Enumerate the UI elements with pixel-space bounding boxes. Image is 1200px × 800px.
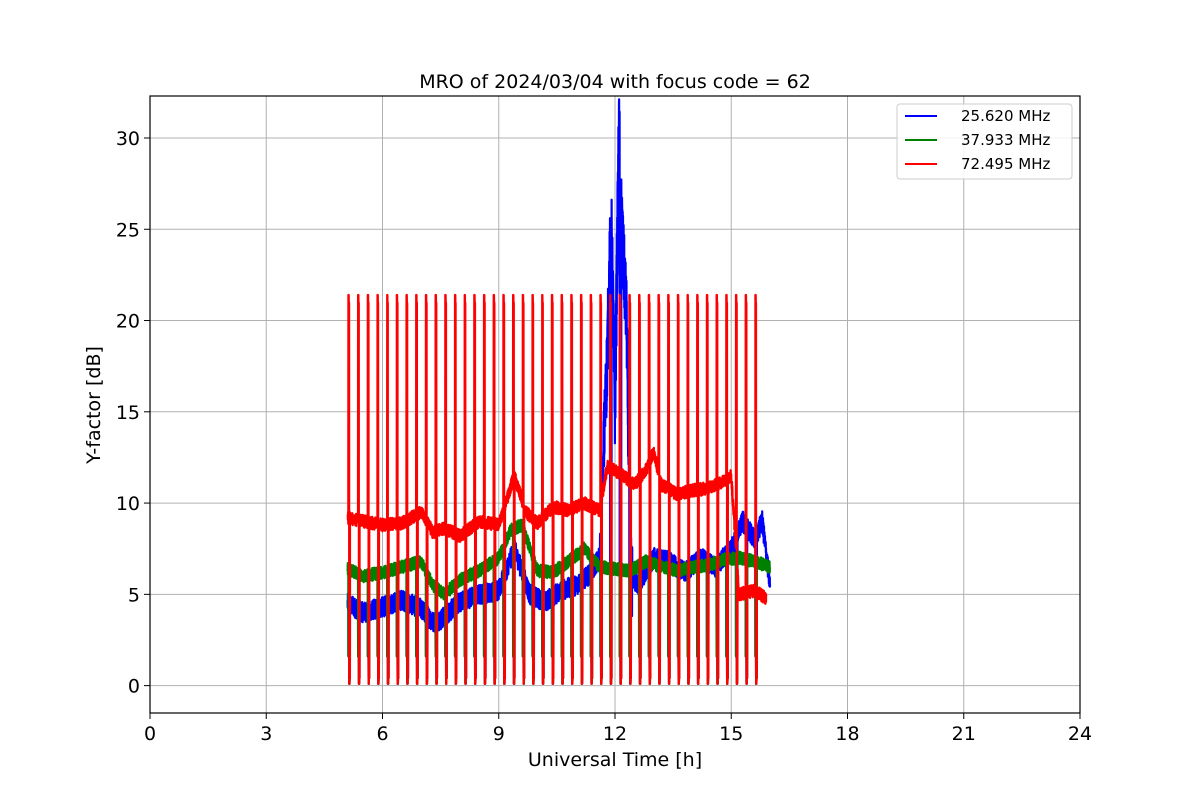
x-tick-label: 15 — [719, 723, 743, 745]
legend-label-25620: 25.620 MHz — [961, 107, 1050, 125]
y-tick-label: 10 — [116, 493, 140, 515]
x-tick-label: 0 — [144, 723, 156, 745]
y-tick-label: 20 — [116, 311, 140, 333]
x-tick-label: 21 — [952, 723, 976, 745]
legend: 25.620 MHz 37.933 MHz 72.495 MHz — [896, 103, 1073, 180]
legend-label-72495: 72.495 MHz — [961, 155, 1050, 173]
y-tick-label: 0 — [128, 676, 140, 698]
legend-label-37933: 37.933 MHz — [961, 131, 1050, 149]
y-axis-label: Y-factor [dB] — [83, 346, 105, 465]
y-tick-label: 30 — [116, 128, 140, 150]
series-line-72495 — [346, 293, 768, 685]
y-axis-ticks: 0 5 10 15 20 25 30 — [116, 128, 150, 698]
x-tick-label: 12 — [603, 723, 627, 745]
y-tick-label: 25 — [116, 219, 140, 241]
x-tick-label: 9 — [493, 723, 505, 745]
y-tick-label: 5 — [128, 584, 140, 606]
x-axis-label: Universal Time [h] — [528, 749, 702, 771]
series-group — [346, 98, 772, 685]
y-tick-label: 15 — [116, 402, 140, 424]
x-axis-ticks: 0 3 6 9 12 15 18 21 24 — [144, 713, 1092, 745]
x-tick-label: 24 — [1068, 723, 1092, 745]
x-tick-label: 3 — [260, 723, 272, 745]
legend-box — [896, 103, 1073, 180]
plot-area — [346, 98, 772, 685]
x-tick-label: 18 — [835, 723, 859, 745]
x-tick-label: 6 — [376, 723, 388, 745]
chart-title: MRO of 2024/03/04 with focus code = 62 — [419, 71, 811, 93]
